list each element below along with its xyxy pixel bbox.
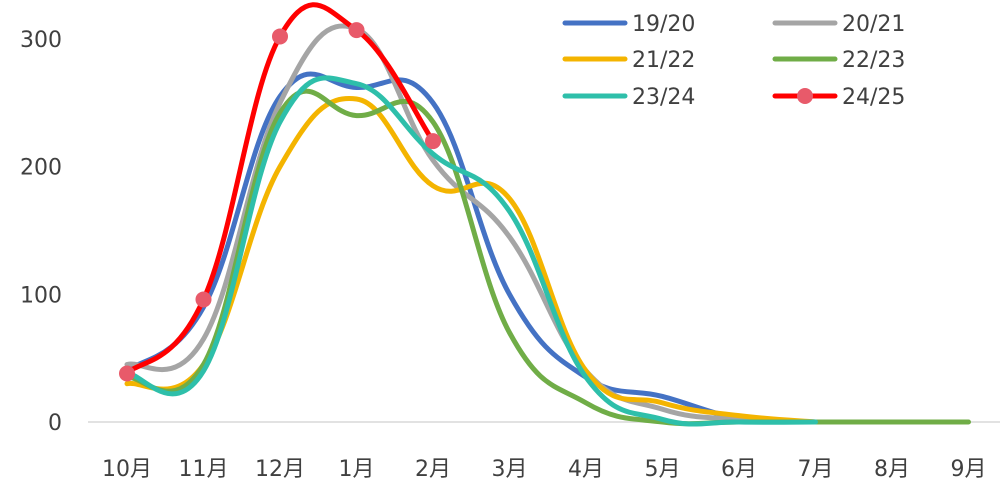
y-tick-label: 200	[20, 156, 62, 181]
series-line-22-23	[124, 88, 971, 427]
series-line-20-21	[124, 23, 818, 425]
y-tick-label: 100	[20, 283, 62, 308]
legend-label: 21/22	[632, 48, 695, 73]
series-lines	[124, 2, 971, 427]
legend-label: 19/20	[632, 12, 695, 37]
legend: 19/20 20/21 21/22 22/23 23/24 24/25	[562, 12, 905, 110]
x-tick-label: 3月	[492, 457, 528, 482]
x-tick-label: 12月	[255, 457, 305, 482]
data-point-marker	[119, 365, 135, 382]
series-line-24-25	[124, 2, 436, 376]
x-tick-label: 2月	[415, 457, 451, 482]
series-line-23-24	[124, 75, 818, 427]
x-tick-label: 6月	[721, 457, 757, 482]
series-line-21-22	[124, 96, 818, 425]
x-tick-label: 4月	[568, 457, 604, 482]
legend-label: 20/21	[842, 12, 905, 37]
y-tick-label: 0	[48, 411, 62, 436]
x-tick-label: 1月	[339, 457, 375, 482]
x-tick-label: 9月	[951, 457, 987, 482]
data-point-marker	[348, 22, 365, 39]
series-markers	[119, 22, 441, 382]
legend-label: 23/24	[632, 85, 695, 110]
x-tick-label: 8月	[874, 457, 910, 482]
data-point-marker	[272, 28, 288, 45]
legend-label: 24/25	[842, 85, 905, 110]
x-tick-label: 10月	[102, 457, 152, 482]
x-tick-label: 5月	[645, 457, 681, 482]
series-line-19-20	[124, 71, 818, 425]
data-point-marker	[195, 291, 212, 308]
legend-marker	[797, 88, 813, 104]
x-axis-ticks: 10月 11月 12月 1月 2月 3月 4月 5月 6月 7月 8月 9月	[102, 457, 987, 482]
x-tick-label: 7月	[798, 457, 834, 482]
legend-label: 22/23	[842, 48, 905, 73]
y-axis-ticks: 0 100 200 300	[20, 28, 62, 436]
y-tick-label: 300	[20, 28, 62, 53]
x-tick-label: 11月	[179, 457, 229, 482]
data-point-marker	[425, 133, 441, 150]
